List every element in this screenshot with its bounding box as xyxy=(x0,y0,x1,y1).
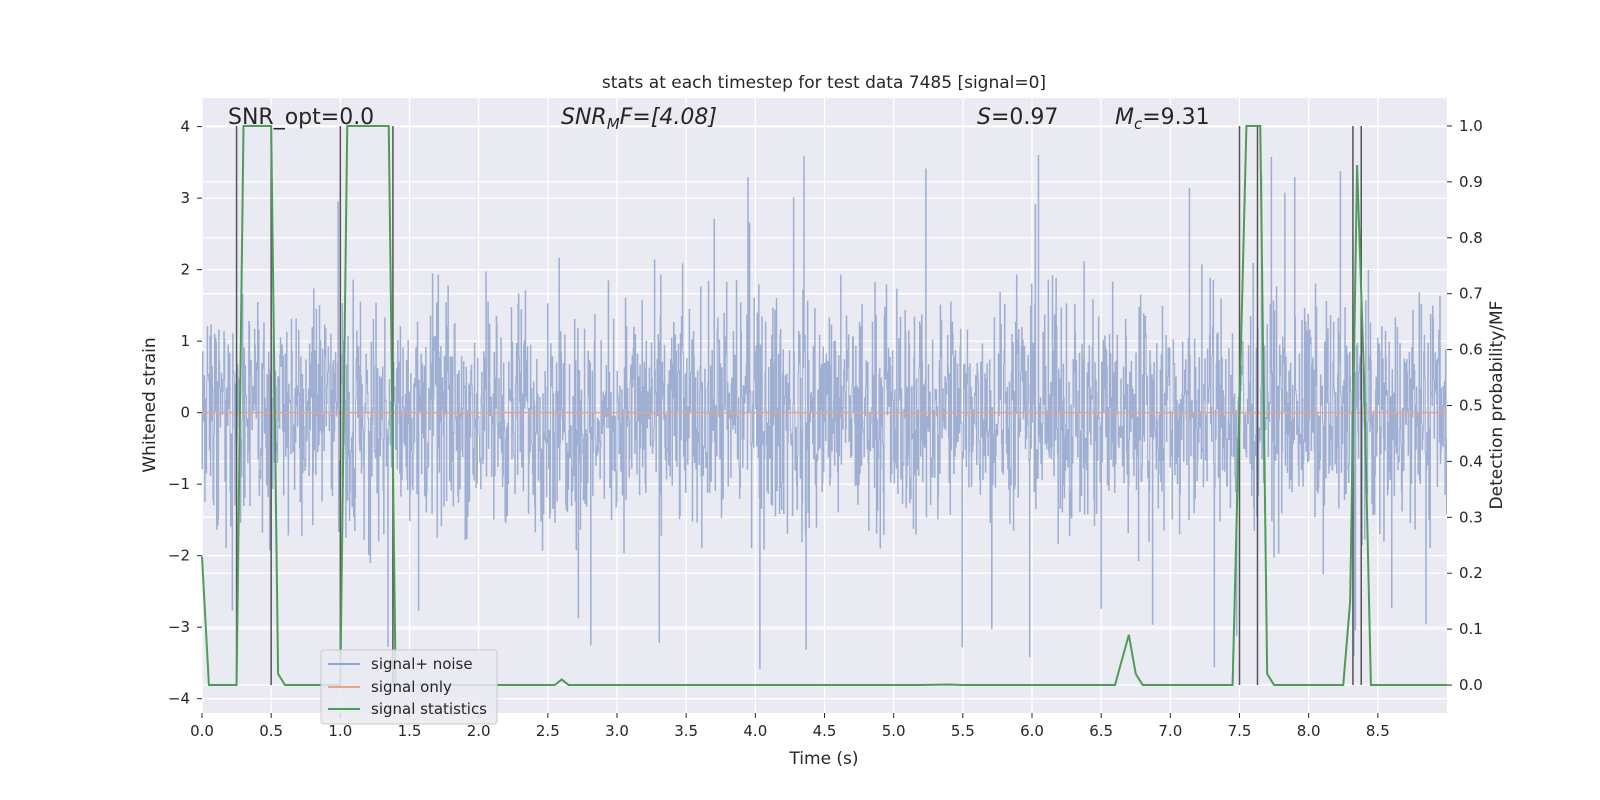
x-tick-label-13: 6.5 xyxy=(1089,722,1113,740)
y-right-axis-label: Detection probability/MF xyxy=(1487,301,1507,510)
x-tick-label-15: 7.5 xyxy=(1228,722,1252,740)
legend-label-signal-only: signal only xyxy=(371,678,452,696)
y-right-tick-labels: 0.0 0.1 0.2 0.3 0.4 0.5 0.6 0.7 0.8 0.9 1.0 xyxy=(1447,117,1483,694)
x-tick-label-9: 4.5 xyxy=(813,722,837,740)
y-right-tick-label-9: 0.9 xyxy=(1459,173,1483,191)
x-tick-label-8: 4.0 xyxy=(743,722,767,740)
x-tick-label-4: 2.0 xyxy=(467,722,491,740)
y-left-tick-label-8: 4 xyxy=(180,118,190,136)
y-left-axis-label: Whitened strain xyxy=(140,337,160,472)
y-right-tick-label-4: 0.4 xyxy=(1459,452,1483,470)
y-right-tick-label-10: 1.0 xyxy=(1459,117,1483,135)
x-tick-label-5: 2.5 xyxy=(536,722,560,740)
y-right-tick-label-0: 0.0 xyxy=(1459,676,1483,694)
y-left-tick-label-4: 0 xyxy=(180,404,190,422)
y-right-tick-label-5: 0.5 xyxy=(1459,397,1483,415)
signal-statistics-line xyxy=(201,124,1447,687)
x-tick-label-17: 8.5 xyxy=(1366,722,1390,740)
y-right-tick-label-6: 0.6 xyxy=(1459,341,1483,359)
x-tick-label-11: 5.5 xyxy=(951,722,975,740)
legend-label-signal-statistics: signal statistics xyxy=(371,700,487,718)
y-right-tick-label-2: 0.2 xyxy=(1459,564,1483,582)
annotation-snr-opt: SNR_opt=0.0 xyxy=(228,105,374,130)
x-tick-label-10: 5.0 xyxy=(882,722,906,740)
x-tick-label-16: 8.0 xyxy=(1297,722,1321,740)
legend: signal+ noise signal only signal statist… xyxy=(320,649,498,725)
x-tick-labels: 0.0 0.5 1.0 1.5 2.0 2.5 3.0 3.5 4.0 4.5 5.0 5.5 6.0 6… xyxy=(190,713,1390,740)
x-axis-label: Time (s) xyxy=(788,749,858,769)
x-tick-label-6: 3.0 xyxy=(605,722,629,740)
annotation-mc: Mc=9.31 xyxy=(1115,105,1210,133)
y-right-tick-label-7: 0.7 xyxy=(1459,285,1483,303)
y-right-tick-label-8: 0.8 xyxy=(1459,229,1483,247)
x-tick-label-7: 3.5 xyxy=(674,722,698,740)
y-left-tick-label-3: −1 xyxy=(168,475,190,493)
y-right-tick-label-3: 0.3 xyxy=(1459,508,1483,526)
y-left-tick-label-5: 1 xyxy=(180,332,190,350)
y-left-tick-label-0: −4 xyxy=(168,690,190,708)
x-tick-label-2: 1.0 xyxy=(328,722,352,740)
x-tick-label-3: 1.5 xyxy=(398,722,422,740)
legend-label-signal-noise: signal+ noise xyxy=(371,655,473,673)
chart-title: stats at each timestep for test data 748… xyxy=(602,73,1046,93)
y-left-tick-label-6: 2 xyxy=(180,261,190,279)
legend-box xyxy=(320,649,498,725)
annotation-snr-mf: SNRMF=[4.08] xyxy=(561,105,717,133)
y-left-tick-label-1: −3 xyxy=(168,618,190,636)
x-tick-label-1: 0.5 xyxy=(259,722,283,740)
x-tick-label-14: 7.0 xyxy=(1158,722,1182,740)
y-left-tick-label-7: 3 xyxy=(180,189,190,207)
y-left-tick-label-2: −2 xyxy=(168,547,190,565)
x-tick-label-0: 0.0 xyxy=(190,722,214,740)
y-right-tick-label-1: 0.1 xyxy=(1459,620,1483,638)
y-left-tick-labels: −4 −3 −2 −1 0 1 2 3 4 xyxy=(168,118,202,708)
x-tick-label-12: 6.0 xyxy=(1020,722,1044,740)
annotation-s: S=0.97 xyxy=(977,105,1058,130)
